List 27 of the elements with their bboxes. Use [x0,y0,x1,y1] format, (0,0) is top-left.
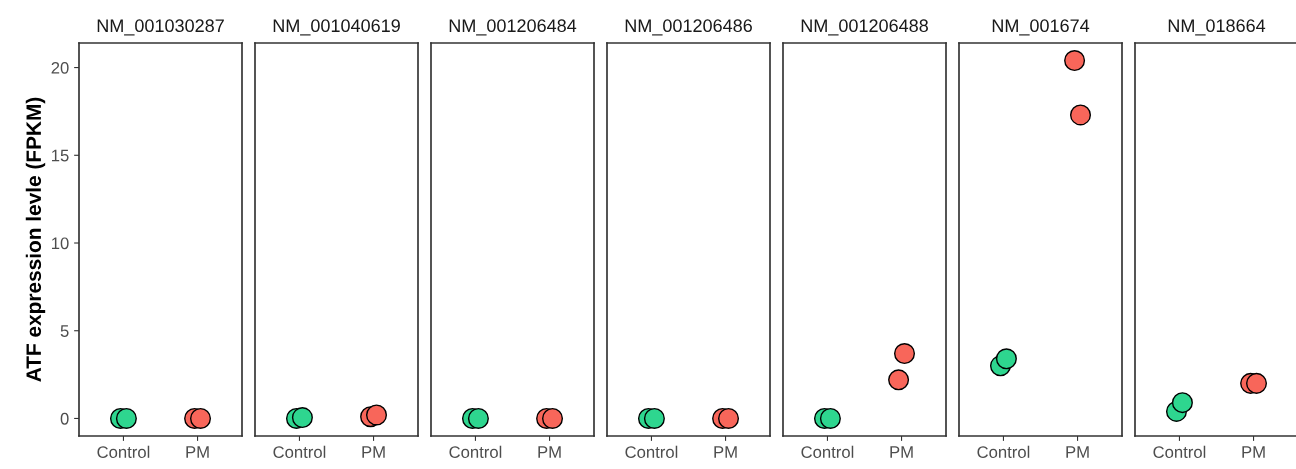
chart-title: NM_018664 [1168,19,1266,36]
x-tick-label: Control [273,445,326,458]
chart-title: NM_001040619 [273,19,400,36]
x-tick-label: PM [538,446,561,458]
y-tick-label: 20 [51,61,69,74]
chart-title: NM_001206488 [801,19,928,36]
x-tick-label: Control [801,445,854,458]
chart-title: NM_001206486 [625,19,752,36]
y-tick-label: 5 [60,325,69,337]
x-tick-label: PM [890,446,913,458]
x-tick-label: PM [186,446,209,458]
x-tick-label: Control [1153,445,1206,458]
y-tick-label: 10 [52,237,69,250]
chart-title: NM_001674 [992,19,1090,36]
y-tick-label: 15 [52,149,69,162]
y-tick-label: 0 [60,412,69,425]
x-tick-label: Control [625,445,678,458]
x-tick-label: Control [449,445,502,458]
x-tick-label: PM [1066,446,1089,458]
y-axis-title: ATF expression levle (FPKM) [25,97,46,382]
x-tick-label: PM [714,446,737,458]
x-tick-label: PM [1242,446,1265,458]
x-tick-label: PM [362,446,385,458]
chart-title: NM_001030287 [97,19,224,36]
x-tick-label: Control [977,445,1030,458]
chart-title: NM_001206484 [449,19,577,36]
x-tick-label: Control [97,445,150,458]
